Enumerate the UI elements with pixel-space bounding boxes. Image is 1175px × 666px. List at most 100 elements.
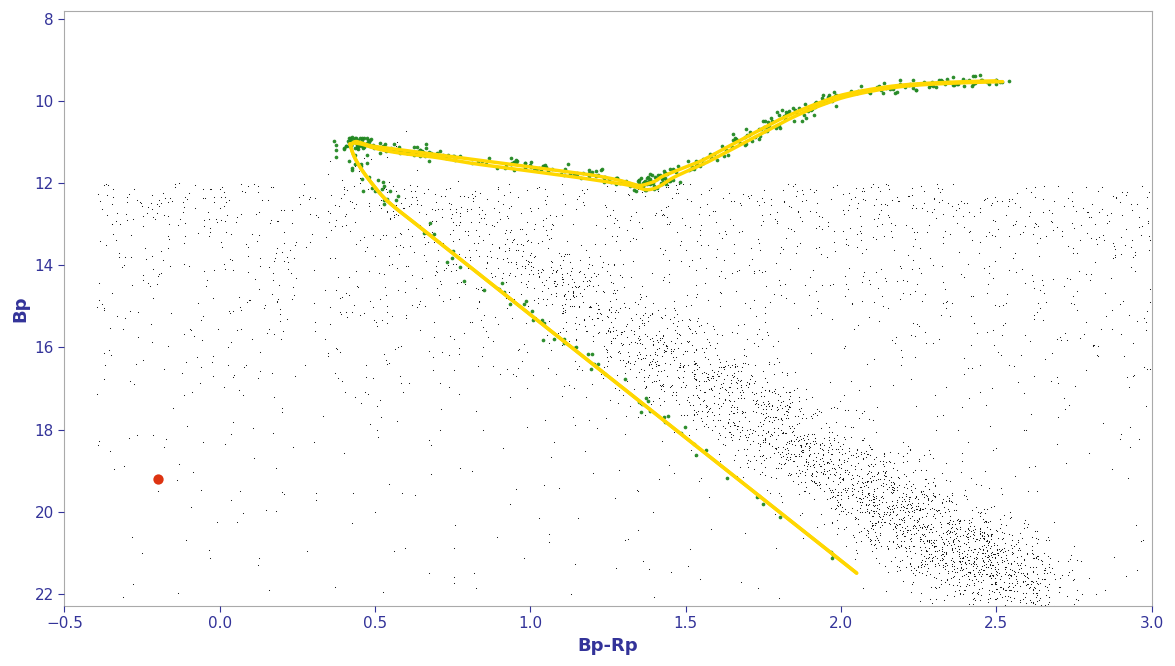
Point [920,556,939,567]
Point [424,317,443,328]
Point [653,313,672,324]
Point [1014,568,1033,579]
Point [249,187,268,198]
Point [147,278,166,289]
Point [811,479,830,490]
Point [192,362,210,372]
Point [696,387,714,398]
Point [884,485,902,496]
Point [951,514,969,525]
Point [1023,566,1042,577]
Point [550,483,569,494]
Point [779,178,798,189]
Point [1030,577,1049,588]
Point [776,458,794,468]
Point [845,532,864,543]
Point [470,295,489,306]
Point [862,477,881,488]
Point [260,584,278,595]
Point [590,304,609,314]
Point [258,195,277,206]
Point [250,230,269,240]
Point [606,186,625,196]
Point [243,229,262,240]
Point [524,314,543,325]
Point [783,426,801,437]
Point [866,527,885,537]
Point [773,367,792,378]
Point [918,545,936,556]
Point [145,430,163,440]
Point [988,75,1007,86]
Point [881,503,900,514]
Point [906,286,925,297]
Point [365,186,384,196]
Point [455,328,474,338]
Point [733,472,752,482]
Point [812,212,831,222]
Point [647,174,666,184]
Point [195,265,214,276]
Point [208,517,227,527]
Point [321,253,340,264]
Point [710,228,728,238]
Point [959,571,978,581]
Point [330,306,349,317]
Point [920,444,939,455]
Point [364,302,383,312]
Point [831,499,850,509]
Point [443,246,462,256]
Point [1063,248,1082,259]
Point [335,184,354,194]
Point [411,151,430,162]
Point [727,135,746,145]
Point [963,529,982,539]
Point [682,314,700,325]
Point [815,609,834,619]
Point [610,385,629,396]
Point [687,236,706,246]
Point [786,451,805,462]
Point [987,569,1006,579]
Point [636,353,654,364]
Point [894,451,913,462]
Point [894,450,913,461]
Point [803,476,821,487]
Point [972,480,991,491]
Point [919,520,938,531]
Point [871,456,889,466]
Point [620,178,639,188]
Point [898,551,917,561]
Point [951,543,969,554]
Point [607,173,626,184]
Point [1022,541,1041,551]
Point [723,370,741,380]
Point [644,335,663,346]
Point [580,301,599,312]
Point [1010,228,1029,239]
Point [961,531,980,541]
Point [462,466,481,476]
Point [455,190,474,201]
Point [336,210,355,221]
Point [853,296,872,306]
Point [370,199,389,210]
Point [654,344,673,355]
Point [838,491,857,501]
Point [384,181,403,192]
Point [902,374,921,385]
Point [979,517,998,527]
Point [885,502,904,513]
Point [600,394,619,405]
Point [951,530,969,541]
Point [258,328,277,339]
Point [911,522,929,533]
Point [938,517,956,528]
Point [737,425,756,436]
Point [162,308,181,319]
Point [200,214,219,225]
Point [884,536,902,547]
Point [956,525,975,536]
Point [363,230,382,240]
Point [935,507,954,517]
